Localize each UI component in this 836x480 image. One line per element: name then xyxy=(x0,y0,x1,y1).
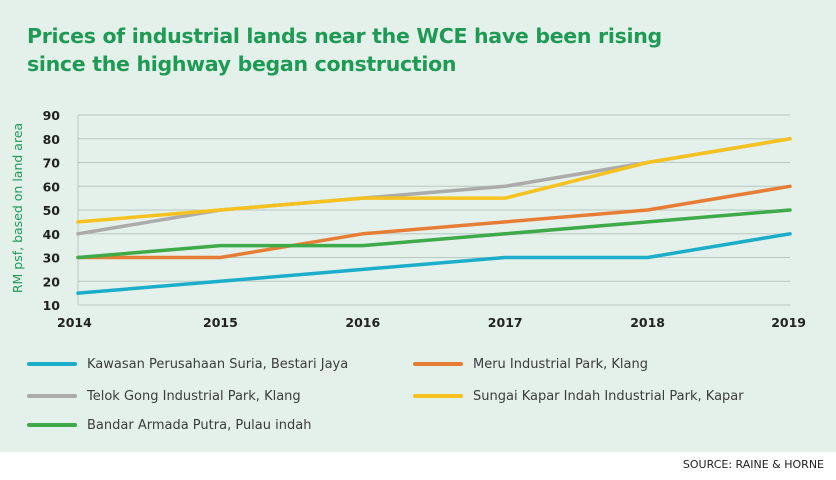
y-axis-label: RM psf, based on land area xyxy=(10,123,25,293)
chart-title-line-1: Prices of industrial lands near the WCE … xyxy=(27,24,662,48)
legend-swatch xyxy=(27,423,77,427)
legend-item: Telok Gong Industrial Park, Klang xyxy=(27,386,301,406)
series-lines xyxy=(76,137,792,295)
y-tick-label: 80 xyxy=(43,132,61,147)
legend-item: Kawasan Perusahaan Suria, Bestari Jaya xyxy=(27,354,348,374)
legend-label: Meru Industrial Park, Klang xyxy=(473,356,648,372)
y-tick-label: 10 xyxy=(43,298,61,313)
y-tick-label: 20 xyxy=(43,274,61,289)
legend-label: Telok Gong Industrial Park, Klang xyxy=(87,388,301,404)
x-tick-label: 2014 xyxy=(57,315,92,330)
x-tick-label: 2016 xyxy=(345,315,380,330)
y-tick-label: 40 xyxy=(43,227,61,242)
source-note: SOURCE: RAINE & HORNE xyxy=(682,458,824,471)
x-axis-ticks: 2014 2015 2016 2017 2018 2019 xyxy=(57,315,806,330)
series-line xyxy=(76,184,792,260)
y-tick-label: 50 xyxy=(43,203,61,218)
y-tick-label: 60 xyxy=(43,179,61,194)
chart-title-line-2: since the highway began construction xyxy=(27,52,457,76)
series-line xyxy=(76,137,792,224)
y-tick-label: 30 xyxy=(43,251,61,266)
x-tick-label: 2017 xyxy=(488,315,523,330)
legend-swatch xyxy=(413,362,463,366)
y-tick-label: 90 xyxy=(43,108,61,123)
x-tick-label: 2018 xyxy=(630,315,665,330)
legend-swatch xyxy=(27,362,77,366)
legend-item: Bandar Armada Putra, Pulau indah xyxy=(27,415,311,435)
legend-item: Sungai Kapar Indah Industrial Park, Kapa… xyxy=(413,386,744,406)
legend-label: Kawasan Perusahaan Suria, Bestari Jaya xyxy=(87,356,349,372)
chart-title: Prices of industrial lands near the WCE … xyxy=(27,22,807,78)
series-line xyxy=(76,208,792,260)
legend-label: Sungai Kapar Indah Industrial Park, Kapa… xyxy=(473,388,744,404)
x-tick-label: 2015 xyxy=(203,315,238,330)
legend-item: Meru Industrial Park, Klang xyxy=(413,354,648,374)
x-tick-label: 2019 xyxy=(771,315,806,330)
y-axis-ticks: 10 20 30 40 50 60 70 80 90 xyxy=(43,108,61,313)
legend-label: Bandar Armada Putra, Pulau indah xyxy=(87,417,312,433)
gridlines xyxy=(77,114,790,306)
legend-swatch xyxy=(27,394,77,398)
y-tick-label: 70 xyxy=(43,156,61,171)
legend-swatch xyxy=(413,394,463,398)
chart-panel xyxy=(0,0,836,452)
series-line xyxy=(76,232,792,295)
